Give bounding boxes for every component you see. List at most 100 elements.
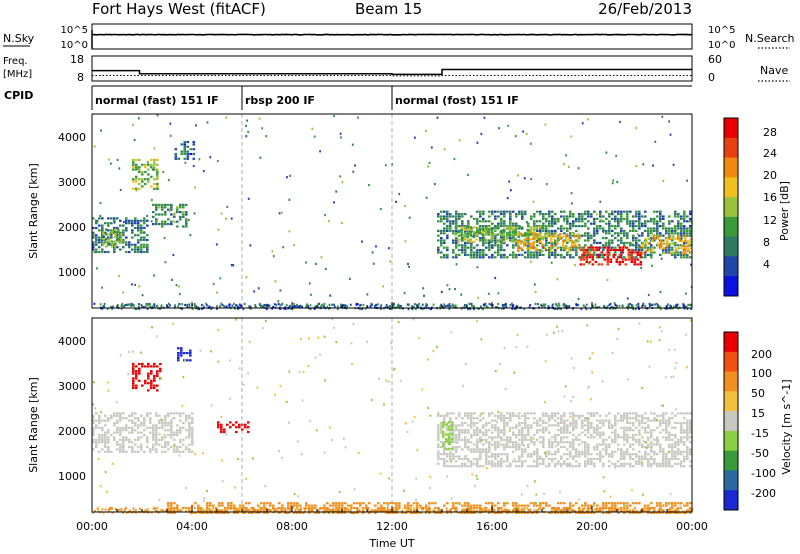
heatmap-cell (536, 421, 539, 425)
heatmap-cell (584, 232, 587, 235)
heatmap-cell (458, 431, 461, 434)
heatmap-cell (203, 499, 205, 502)
heatmap-cell (105, 245, 108, 248)
heatmap-cell (677, 462, 680, 465)
heatmap-cell (464, 445, 467, 449)
heatmap-cell (599, 506, 602, 510)
heatmap-cell (513, 507, 516, 511)
heatmap-cell (311, 506, 314, 510)
heatmap-cell (590, 426, 593, 429)
heatmap-cell (170, 508, 172, 511)
heatmap-cell (557, 511, 560, 515)
heatmap-cell (491, 460, 494, 463)
heatmap-cell (533, 222, 536, 225)
heatmap-cell (524, 448, 527, 451)
heatmap-cell (375, 245, 377, 248)
heatmap-cell (593, 436, 596, 439)
heatmap-cell (508, 429, 511, 432)
heatmap-cell (143, 250, 146, 254)
heatmap-cell (683, 455, 686, 458)
heatmap-cell (488, 292, 490, 295)
heatmap-cell (491, 419, 494, 422)
heatmap-cell (597, 509, 600, 512)
heatmap-cell (584, 465, 587, 468)
heatmap-cell (669, 235, 672, 238)
heatmap-cell (617, 222, 620, 225)
power-cells (92, 114, 694, 311)
heatmap-cell (448, 303, 451, 306)
heatmap-cell (566, 506, 569, 510)
heatmap-cell (572, 424, 575, 427)
heatmap-cell (578, 462, 581, 465)
heatmap-cell (548, 462, 551, 465)
heatmap-cell (674, 251, 677, 254)
heatmap-cell (515, 465, 518, 468)
heatmap-cell (611, 213, 614, 216)
heatmap-cell (570, 135, 573, 138)
heatmap-cell (173, 412, 176, 415)
heatmap-cell (558, 508, 561, 512)
heatmap-cell (307, 364, 310, 368)
heatmap-cell (235, 318, 238, 321)
heatmap-cell (470, 465, 473, 468)
heatmap-cell (584, 443, 587, 446)
heatmap-cell (550, 245, 553, 248)
heatmap-cell (266, 502, 269, 505)
heatmap-cell (404, 511, 407, 514)
heatmap-cell (542, 457, 545, 461)
heatmap-cell (632, 256, 635, 259)
heatmap-cell (113, 248, 116, 251)
heatmap-cell (470, 462, 473, 465)
heatmap-cell (599, 431, 602, 434)
heatmap-cell (101, 426, 104, 429)
heatmap-cell (605, 450, 608, 453)
heatmap-cell (532, 226, 536, 229)
heatmap-cell (512, 433, 515, 437)
heatmap-cell (446, 210, 449, 213)
heatmap-cell (551, 412, 554, 415)
heatmap-cell (671, 433, 674, 437)
heatmap-cell (557, 424, 560, 427)
heatmap-cell (340, 136, 342, 139)
heatmap-cell (128, 241, 131, 244)
heatmap-cell (644, 417, 647, 420)
heatmap-cell (176, 445, 179, 449)
heatmap-cell (617, 210, 620, 213)
heatmap-cell (503, 347, 506, 350)
heatmap-cell (500, 438, 503, 441)
heatmap-cell (680, 502, 683, 505)
heatmap-cell (156, 389, 159, 392)
heatmap-cell (446, 253, 449, 256)
heatmap-cell (413, 509, 416, 512)
heatmap-cell (92, 433, 95, 437)
heatmap-cell (500, 511, 503, 514)
heatmap-cell (173, 509, 176, 512)
heatmap-cell (140, 431, 143, 434)
heatmap-cell (359, 307, 361, 310)
heatmap-cell (600, 263, 604, 266)
heatmap-cell (578, 246, 581, 249)
heatmap-cell (135, 372, 138, 375)
heatmap-cell (517, 233, 520, 236)
heatmap-cell (470, 246, 473, 249)
heatmap-cell (530, 256, 533, 259)
heatmap-cell (587, 249, 590, 252)
heatmap-cell (170, 426, 173, 429)
heatmap-cell (152, 431, 155, 434)
heatmap-cell (164, 414, 167, 417)
heatmap-cell (665, 460, 668, 463)
heatmap-cell (155, 218, 158, 221)
heatmap-cell (491, 244, 494, 247)
heatmap-cell (329, 504, 332, 507)
heatmap-cell (572, 414, 575, 417)
heatmap-cell (185, 419, 188, 422)
heatmap-cell (184, 161, 187, 164)
heatmap-cell (144, 508, 147, 512)
heatmap-cell (482, 241, 485, 244)
heatmap-cell (672, 252, 675, 255)
heatmap-cell (137, 241, 140, 244)
heatmap-cell (470, 251, 473, 254)
heatmap-cell (282, 246, 284, 249)
heatmap-cell (638, 511, 641, 514)
heatmap-cell (690, 242, 693, 245)
